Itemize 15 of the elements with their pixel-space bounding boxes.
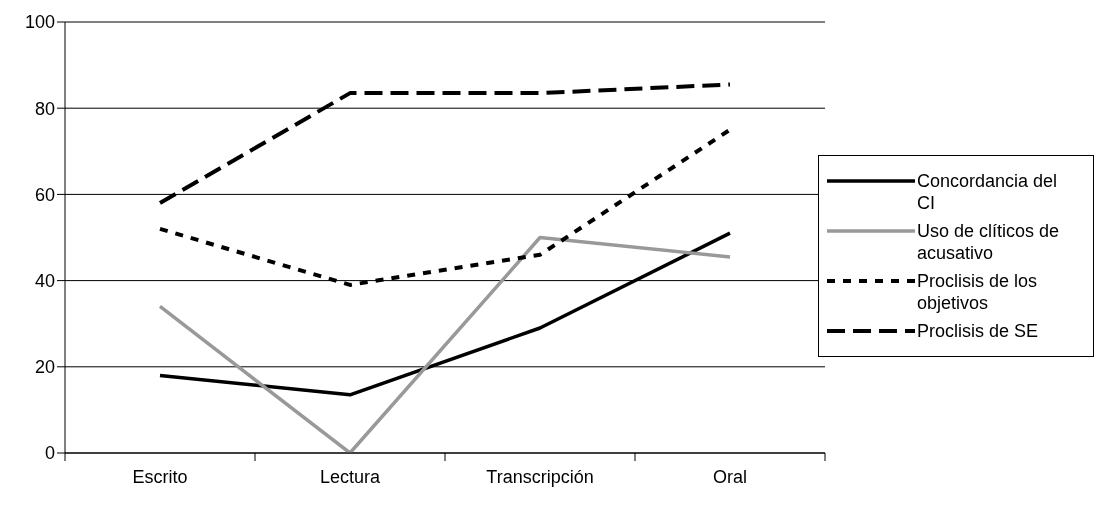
y-tick-label: 20 (34, 357, 55, 378)
x-tick-label: Transcripción (486, 467, 594, 487)
x-tick-label: Escrito (132, 467, 188, 487)
y-tick-label: 80 (34, 98, 55, 119)
legend-label: Uso de clíticos de acusativo (917, 219, 1061, 264)
legend-label: Concordancia del CI (917, 169, 1059, 214)
y-tick-label: 60 (34, 184, 55, 205)
x-tick-label: Lectura (319, 467, 381, 487)
y-tick-label: 40 (34, 270, 55, 291)
y-tick-label: 100 (24, 12, 55, 33)
line-series (158, 235, 732, 453)
legend-label: Proclisis de SE (917, 319, 1039, 342)
y-tick-label: 0 (44, 443, 55, 464)
legend-label: Proclisis de los objetivos (917, 269, 1039, 314)
x-tick-label: Oral (712, 467, 748, 487)
